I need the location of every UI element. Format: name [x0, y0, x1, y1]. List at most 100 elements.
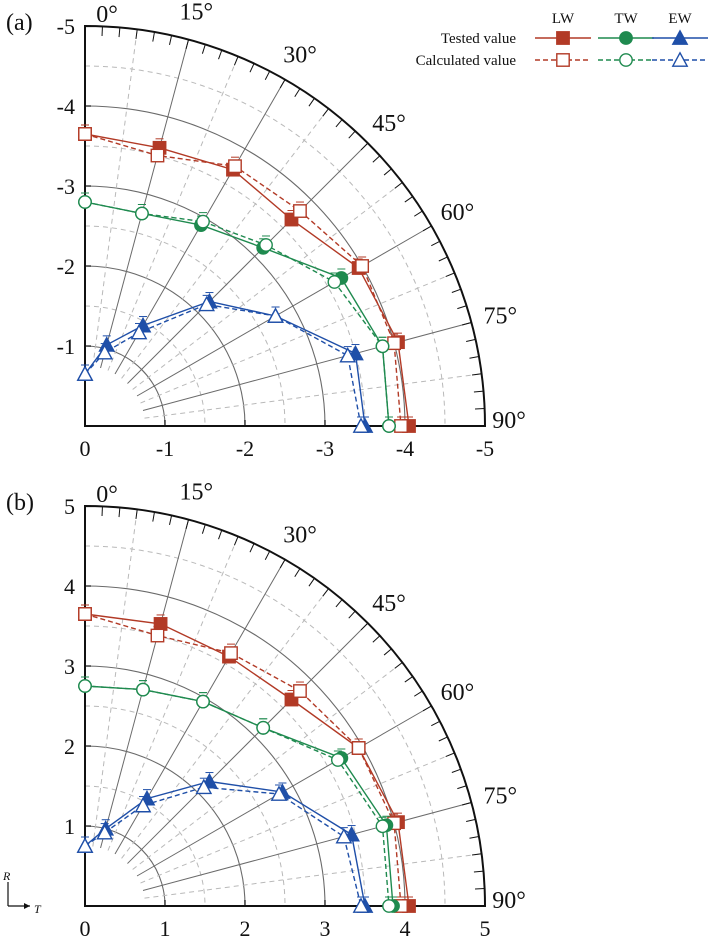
angle-tick [373, 636, 380, 642]
angle-tick [309, 578, 315, 586]
grid-radial-minor [144, 374, 481, 418]
marker-tw-calculated [332, 754, 344, 766]
marker-tw-calculated [376, 340, 388, 352]
legend-header-lw: LW [552, 11, 575, 27]
angle-tick [323, 589, 329, 597]
angle-tick [474, 871, 484, 872]
y-tick-label: -4 [57, 94, 75, 119]
angle-tick [119, 28, 120, 38]
angle-tick [265, 551, 269, 560]
angle-label: 0° [96, 2, 118, 28]
marker-lw-calculated [229, 160, 241, 172]
marker-lw-calculated [294, 205, 306, 217]
legend-row-tested: Tested value [441, 31, 517, 47]
panel-label-b: (b) [6, 490, 34, 516]
angle-tick [431, 721, 440, 725]
angle-tick [250, 63, 254, 72]
angle-tick [323, 109, 329, 117]
angle-tick [186, 520, 188, 529]
marker-tw-calculated [383, 900, 395, 912]
y-tick-label: -3 [57, 174, 75, 199]
legend-marker-lw [557, 54, 569, 66]
angle-label: 90° [492, 408, 526, 434]
x-tick-label: 0 [80, 916, 91, 941]
angle-tick [119, 508, 120, 518]
grid-radial-minor [144, 854, 481, 898]
angle-tick [466, 339, 475, 341]
angle-tick [309, 98, 315, 106]
legend-samples [535, 31, 708, 66]
y-tick-label: 2 [64, 734, 75, 759]
angle-tick [395, 662, 403, 668]
angle-tick [336, 600, 342, 607]
angle-tick [186, 40, 188, 49]
angle-tick [457, 786, 466, 789]
legend-marker-tw [620, 32, 632, 44]
angle-tick [452, 289, 461, 292]
angle-label: 30° [283, 523, 317, 549]
series-line-lw-calculated [85, 614, 401, 906]
y-tick-label: -1 [57, 334, 75, 359]
angle-tick [280, 80, 285, 88]
x-tick-label: -4 [396, 436, 414, 461]
y-tick-label: 5 [64, 494, 75, 519]
angle-tick [219, 530, 222, 539]
y-tick-label: 1 [64, 814, 75, 839]
marker-lw-calculated [151, 629, 163, 641]
x-tick-label: -3 [316, 436, 334, 461]
marker-tw-calculated [136, 207, 148, 219]
angle-tick [202, 525, 205, 534]
angle-tick [462, 802, 471, 804]
angle-label: 75° [484, 784, 518, 810]
angle-tick [384, 169, 391, 175]
angle-tick [250, 543, 254, 552]
angle-tick [457, 306, 466, 309]
legend-header-ew: EW [668, 11, 692, 27]
angle-tick [265, 71, 269, 80]
angle-tick [414, 691, 422, 696]
angle-tick [153, 32, 155, 41]
angle-tick [405, 677, 413, 683]
marker-tw-calculated [376, 820, 388, 832]
angle-tick [295, 89, 300, 97]
angle-label: 60° [441, 680, 475, 706]
angle-tick [361, 623, 368, 630]
angle-tick [431, 241, 440, 245]
x-tick-label: 4 [400, 916, 411, 941]
angle-tick [466, 819, 475, 821]
angle-tick [405, 197, 413, 203]
t-arrow-head [24, 903, 30, 909]
polar-chart-a: 0-1-1-2-2-3-3-4-4-5-50°15°30°45°60°75°90… [57, 0, 526, 461]
marker-lw-calculated [151, 149, 163, 161]
marker-tw-calculated [79, 680, 91, 692]
legend-row-calculated: Calculated value [416, 53, 517, 69]
angle-tick [472, 854, 482, 855]
angle-label: 15° [179, 0, 213, 26]
x-tick-label: 1 [160, 916, 171, 941]
angle-tick [462, 322, 471, 324]
marker-ew-calculated [78, 839, 92, 852]
angle-label: 75° [484, 304, 518, 330]
grid-radial-minor [93, 29, 137, 366]
y-tick-label: 4 [64, 574, 75, 599]
marker-lw-calculated [356, 260, 368, 272]
x-tick-label: -1 [156, 436, 174, 461]
marker-lw-calculated [79, 608, 91, 620]
t-axis-label: T [34, 902, 42, 916]
angle-tick [234, 536, 238, 545]
legend-header-tw: TW [614, 11, 638, 27]
angle-tick [446, 273, 455, 277]
legend-marker-lw [557, 32, 569, 44]
angle-tick [423, 226, 431, 231]
angle-tick [202, 45, 205, 54]
marker-tw-calculated [197, 695, 209, 707]
axis-indicator: R T [2, 869, 42, 916]
marker-lw-tested [154, 618, 166, 630]
angle-tick [439, 737, 448, 741]
angle-label: 30° [283, 43, 317, 69]
x-tick-label: -2 [236, 436, 254, 461]
angle-tick [452, 769, 461, 772]
